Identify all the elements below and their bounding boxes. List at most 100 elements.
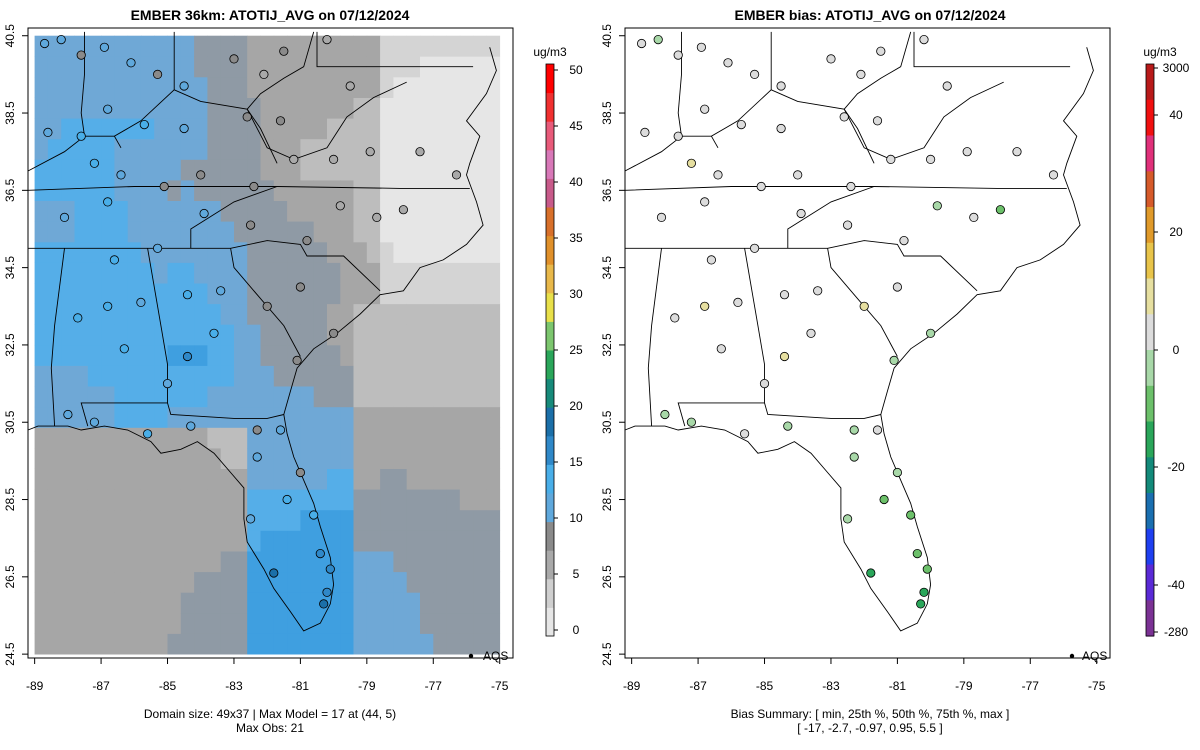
- grid-cell: [234, 365, 248, 387]
- grid-cell: [207, 427, 222, 449]
- grid-cell: [287, 241, 301, 263]
- grid-cell: [47, 406, 62, 428]
- grid-cell: [234, 262, 248, 284]
- grid-cell: [234, 592, 248, 614]
- grid-cell: [393, 551, 408, 573]
- grid-cell: [327, 221, 341, 243]
- grid-cell: [260, 118, 275, 140]
- grid-cell: [459, 324, 474, 346]
- grid-cell: [313, 221, 328, 243]
- bias-site: [925, 154, 936, 164]
- grid-cell: [273, 56, 288, 78]
- grid-cell: [87, 344, 102, 366]
- grid-cell: [486, 448, 501, 469]
- grid-cell: [486, 56, 501, 78]
- grid-cell: [140, 386, 155, 408]
- grid-cell: [114, 386, 129, 408]
- obs-site: [322, 587, 332, 597]
- grid-cell: [247, 344, 261, 366]
- grid-cell: [207, 344, 222, 366]
- grid-cell: [234, 448, 248, 469]
- grid-cell: [47, 530, 62, 552]
- grid-cell: [260, 448, 275, 469]
- grid-cell: [327, 468, 341, 490]
- grid-cell: [273, 262, 288, 284]
- grid-cell: [353, 468, 368, 490]
- grid-cell: [273, 221, 288, 243]
- grid-cell: [380, 489, 394, 511]
- outline-8: [787, 186, 875, 249]
- grid-cell: [180, 551, 195, 573]
- grid-cell: [433, 427, 447, 449]
- grid-cell: [406, 241, 421, 263]
- grid-cell: [473, 386, 487, 408]
- colorbar-segment: [546, 378, 554, 408]
- grid-cell: [287, 303, 301, 325]
- grid-cell: [393, 262, 408, 284]
- grid-cell: [459, 138, 474, 160]
- outline-10: [913, 31, 1071, 68]
- grid-cell: [220, 448, 235, 469]
- grid-cell: [433, 571, 447, 593]
- grid-cell: [433, 200, 447, 222]
- grid-cell: [340, 324, 354, 346]
- grid-cell: [207, 551, 222, 573]
- grid-cell: [366, 530, 381, 552]
- grid-cell: [247, 530, 261, 552]
- grid-cell: [473, 468, 487, 490]
- y-tick-label: 32.5: [3, 333, 17, 357]
- grid-cell: [127, 571, 142, 593]
- grid-cell: [406, 448, 421, 469]
- left-legend: AQS: [468, 649, 508, 663]
- x-tick-label: -77: [1022, 679, 1040, 693]
- grid-cell: [234, 427, 248, 449]
- grid-cell: [114, 35, 129, 57]
- grid-cell: [340, 592, 354, 614]
- y-tick-label: 40.5: [600, 24, 614, 48]
- bias-site: [723, 58, 733, 68]
- outline-14: [711, 135, 719, 149]
- grid-cell: [154, 509, 168, 531]
- colorbar-segment: [546, 578, 554, 608]
- grid-cell: [140, 35, 155, 57]
- grid-cell: [167, 592, 182, 614]
- grid-cell: [61, 241, 75, 263]
- outline-13: [677, 31, 682, 137]
- grid-cell: [34, 344, 49, 366]
- grid-cell: [61, 551, 75, 573]
- grid-cell: [486, 159, 501, 181]
- grid-cell: [61, 303, 75, 325]
- grid-cell: [327, 303, 341, 325]
- grid-cell: [34, 365, 49, 387]
- grid-cell: [167, 489, 182, 511]
- grid-cell: [393, 509, 408, 531]
- grid-cell: [87, 56, 102, 78]
- grid-cell: [433, 241, 447, 263]
- grid-cell: [34, 180, 49, 201]
- grid-cell: [486, 97, 501, 119]
- grid-cell: [273, 551, 288, 573]
- obs-site: [246, 220, 256, 230]
- grid-cell: [74, 530, 89, 552]
- grid-cell: [287, 97, 301, 119]
- obs-site: [139, 120, 149, 130]
- grid-cell: [220, 241, 235, 263]
- grid-cell: [327, 344, 341, 366]
- grid-cell: [47, 509, 62, 531]
- grid-cell: [74, 241, 89, 263]
- grid-cell: [87, 427, 102, 449]
- outline-2: [27, 186, 470, 191]
- grid-cell: [194, 344, 208, 366]
- grid-cell: [313, 365, 328, 387]
- grid-cell: [273, 592, 288, 614]
- grid-cell: [114, 633, 129, 655]
- grid-cell: [194, 489, 208, 511]
- grid-cell: [486, 489, 501, 511]
- grid-cell: [127, 221, 142, 243]
- grid-cell: [433, 303, 447, 325]
- grid-cell: [127, 530, 142, 552]
- grid-cell: [406, 612, 421, 634]
- grid-cell: [140, 97, 155, 119]
- grid-cell: [340, 221, 354, 243]
- grid-cell: [61, 612, 75, 634]
